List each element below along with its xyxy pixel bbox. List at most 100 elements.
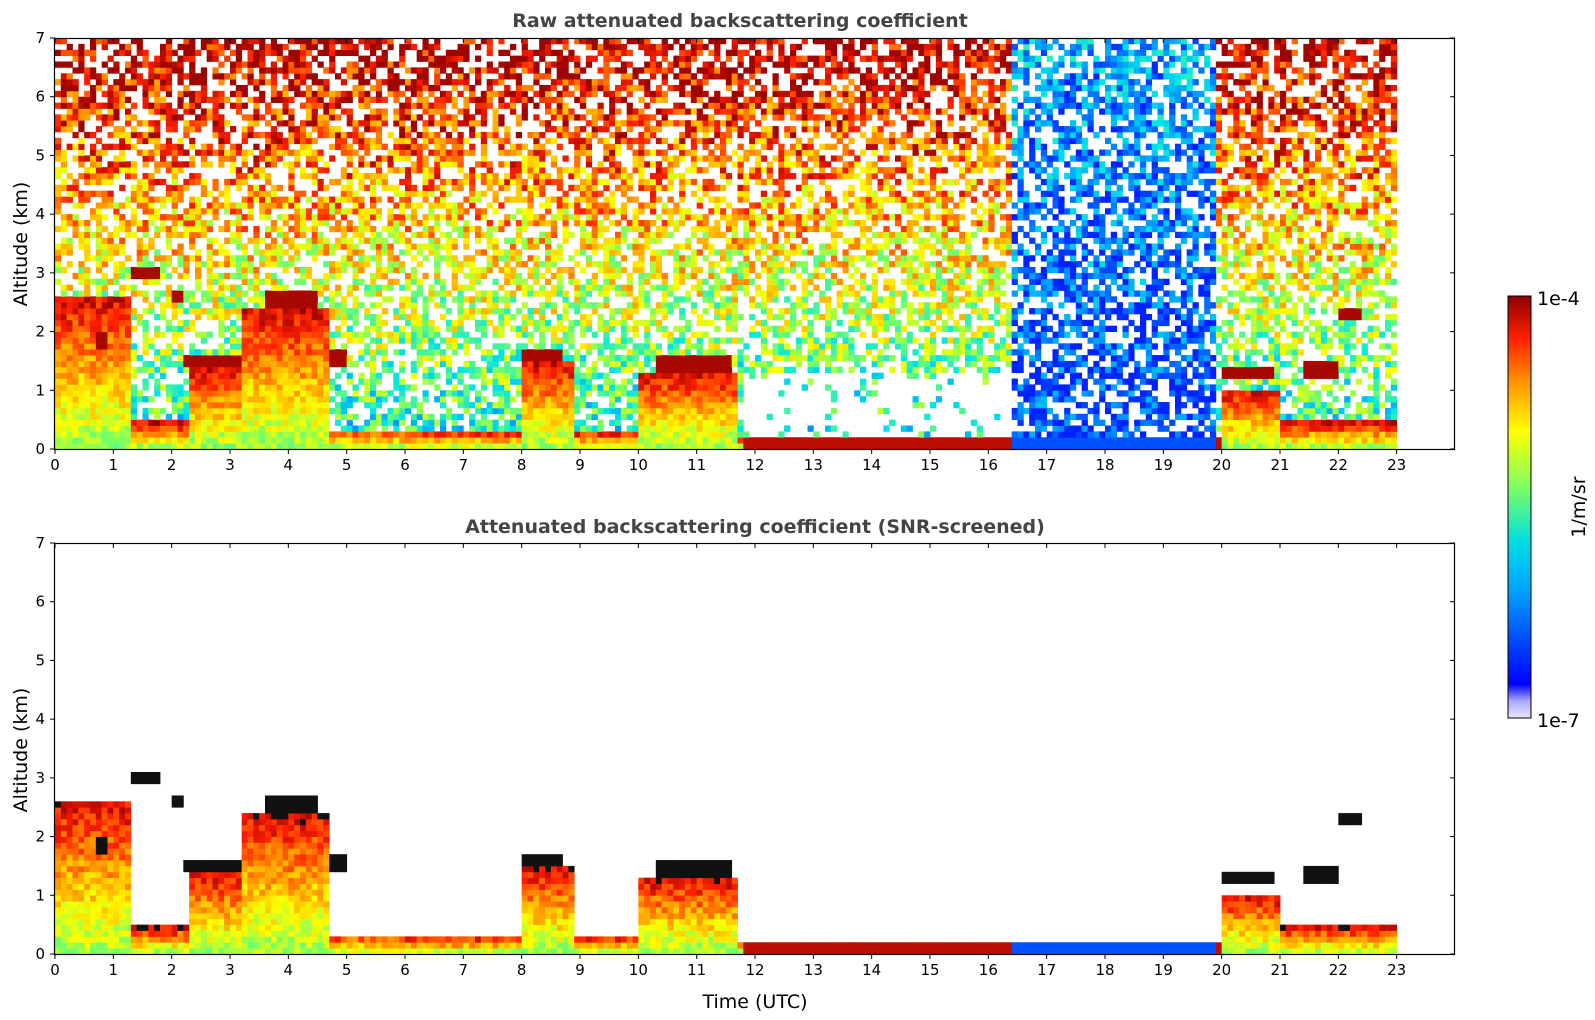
- heatmap-cell: [247, 378, 254, 385]
- heatmap-cell: [311, 96, 318, 103]
- heatmap-cell: [84, 155, 91, 162]
- heatmap-cell: [428, 425, 435, 432]
- heatmap-cell: [95, 360, 103, 368]
- heatmap-cell: [125, 407, 132, 415]
- heatmap-cell: [469, 90, 476, 98]
- heatmap-cell: [352, 149, 359, 156]
- heatmap-cell: [189, 67, 196, 74]
- heatmap-cell: [136, 425, 143, 432]
- heatmap-cell: [370, 49, 377, 57]
- heatmap-cell: [358, 261, 365, 268]
- heatmap-cell: [317, 114, 324, 121]
- heatmap-cell: [224, 337, 231, 344]
- heatmap-cell: [580, 284, 587, 291]
- heatmap-cell: [451, 319, 458, 327]
- heatmap-cell: [329, 131, 336, 139]
- heatmap-cell: [241, 308, 248, 315]
- heatmap-cell: [527, 272, 534, 280]
- heatmap-cell: [440, 278, 447, 285]
- heatmap-cell: [311, 308, 318, 315]
- heatmap-cell: [142, 349, 149, 356]
- heatmap-cell: [381, 120, 388, 127]
- heatmap-cell: [498, 325, 505, 332]
- heatmap-cell: [340, 319, 348, 327]
- heatmap-cell: [358, 102, 365, 109]
- heatmap-cell: [317, 237, 324, 244]
- heatmap-cell: [609, 343, 616, 350]
- heatmap-cell: [498, 296, 505, 303]
- heatmap-cell: [562, 437, 569, 444]
- heatmap-cell: [562, 413, 569, 421]
- heatmap-cell: [90, 319, 97, 327]
- heatmap-cell: [580, 208, 587, 215]
- heatmap-cell: [154, 73, 161, 80]
- heatmap-cell: [60, 178, 68, 186]
- heatmap-cell: [562, 79, 569, 86]
- heatmap-cell: [422, 349, 429, 356]
- heatmap-cell: [125, 396, 132, 403]
- heatmap-cell: [545, 396, 552, 403]
- heatmap-cell: [154, 266, 161, 274]
- heatmap-cell: [66, 102, 73, 109]
- heatmap-cell: [323, 102, 330, 109]
- heatmap-cell: [259, 155, 266, 162]
- heatmap-cell: [457, 108, 464, 115]
- heatmap-cell: [515, 325, 523, 332]
- heatmap-cell: [440, 360, 447, 368]
- heatmap-cell: [276, 343, 283, 350]
- heatmap-cell: [650, 61, 657, 68]
- heatmap-cell: [247, 425, 254, 432]
- heatmap-cell: [195, 120, 202, 127]
- heatmap-cell: [335, 419, 342, 426]
- heatmap-cell: [55, 149, 62, 156]
- heatmap-cell: [457, 67, 464, 74]
- heatmap-cell: [95, 431, 103, 438]
- heatmap-cell: [183, 431, 190, 438]
- heatmap-cell: [562, 419, 569, 426]
- heatmap-cell: [352, 202, 359, 209]
- heatmap-cell: [276, 49, 283, 57]
- heatmap-cell: [189, 237, 196, 244]
- heatmap-cell: [504, 178, 511, 186]
- heatmap-cell: [171, 49, 178, 57]
- heatmap-cell: [375, 243, 383, 250]
- heatmap-cell: [463, 272, 470, 280]
- heatmap-cell: [428, 108, 435, 115]
- heatmap-cell: [90, 308, 97, 315]
- heatmap-cell: [119, 237, 126, 244]
- heatmap-cell: [101, 237, 108, 244]
- heatmap-cell: [282, 231, 289, 239]
- heatmap-cell: [253, 284, 260, 291]
- heatmap-cell: [480, 372, 488, 379]
- heatmap-cell: [148, 372, 155, 379]
- heatmap-cell: [300, 296, 307, 303]
- heatmap-cell: [410, 290, 418, 297]
- heatmap-cell: [335, 325, 342, 332]
- heatmap-cell: [463, 407, 470, 415]
- heatmap-cell: [84, 437, 91, 444]
- heatmap-cell: [440, 431, 447, 438]
- heatmap-cell: [638, 108, 645, 115]
- heatmap-cell: [107, 402, 114, 409]
- heatmap-cell: [626, 425, 633, 432]
- heatmap-cell: [101, 419, 108, 426]
- heatmap-cell: [177, 407, 184, 415]
- heatmap-cell: [241, 173, 248, 180]
- heatmap-cell: [364, 208, 371, 215]
- heatmap-cell: [416, 67, 423, 74]
- heatmap-cell: [533, 366, 540, 374]
- heatmap-cell: [410, 167, 418, 174]
- heatmap-cell: [364, 184, 371, 192]
- heatmap-cell: [270, 202, 278, 209]
- heatmap-cell: [212, 390, 219, 397]
- heatmap-cell: [148, 79, 155, 86]
- heatmap-cell: [323, 220, 330, 227]
- heatmap-cell: [469, 173, 476, 180]
- heatmap-cell: [107, 231, 114, 239]
- heatmap-cell: [265, 437, 272, 444]
- heatmap-cell: [195, 173, 202, 180]
- heatmap-cell: [451, 443, 458, 450]
- heatmap-cell: [270, 84, 278, 92]
- heatmap-cell: [300, 278, 307, 285]
- heatmap-cell: [90, 437, 97, 444]
